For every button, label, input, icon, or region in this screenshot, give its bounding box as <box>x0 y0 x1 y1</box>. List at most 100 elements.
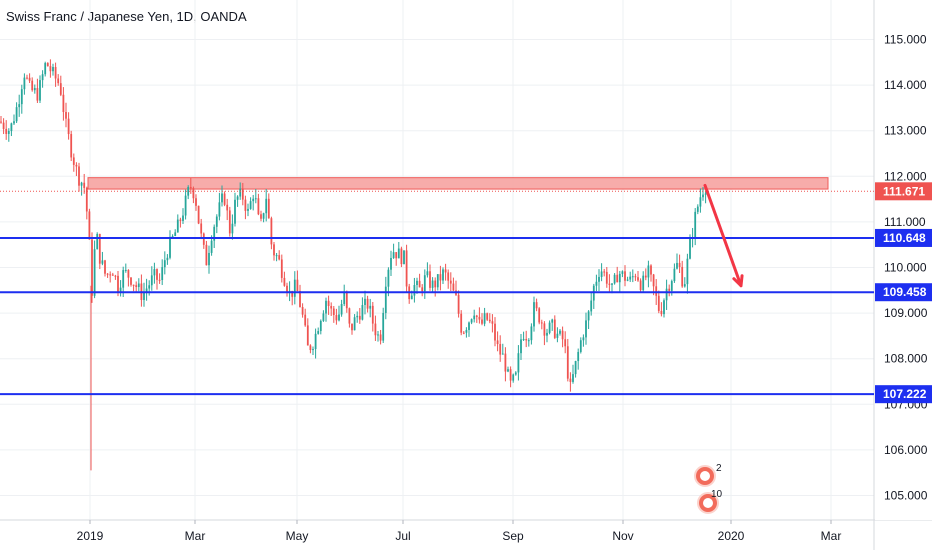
candle-body <box>397 248 400 259</box>
candle-body <box>663 300 665 315</box>
candle-body <box>262 213 265 219</box>
candle-body <box>184 195 187 216</box>
y-tick-label: 112.000 <box>884 169 927 183</box>
candle-body <box>174 232 177 236</box>
candle-body <box>452 283 455 291</box>
candle-body <box>70 134 73 158</box>
candle-body <box>332 308 335 316</box>
candle-body <box>491 321 494 324</box>
idea-badge-icon[interactable] <box>697 492 719 514</box>
candle-body <box>143 291 145 301</box>
candle-body <box>356 315 359 318</box>
candle-body <box>702 194 704 198</box>
candle-body <box>327 300 330 306</box>
candle-body <box>122 270 125 288</box>
candle-body <box>436 274 439 288</box>
candle-body <box>566 346 569 379</box>
candle-body <box>296 279 299 292</box>
candle-body <box>582 337 585 341</box>
candle-body <box>200 223 203 234</box>
candle-body <box>15 107 18 122</box>
candle-body <box>348 308 351 324</box>
candle-body <box>421 287 424 292</box>
candle-body <box>20 89 23 105</box>
candle-body <box>270 218 273 245</box>
candle-body <box>621 271 624 274</box>
candle-body <box>205 244 208 266</box>
candle-body <box>514 372 517 375</box>
candle-body <box>457 294 460 314</box>
candle-body <box>124 269 127 271</box>
candle-body <box>192 188 195 199</box>
candle-body <box>189 186 192 189</box>
candle-body <box>678 262 681 267</box>
candle-body <box>673 268 676 282</box>
candle-body <box>104 260 106 274</box>
candle-body <box>613 274 616 284</box>
candle-body <box>169 236 171 258</box>
candle-body <box>475 315 478 317</box>
candle-body <box>312 349 314 351</box>
candle-body <box>507 369 509 372</box>
candle-body <box>301 307 304 315</box>
candle-body <box>280 259 283 278</box>
candle-body <box>670 281 673 291</box>
candle-body <box>106 273 109 275</box>
candle-body <box>548 322 551 333</box>
candle-body <box>299 291 301 308</box>
candle-body <box>179 219 182 221</box>
plus-circle-icon[interactable] <box>694 465 716 487</box>
candle-body <box>57 78 60 84</box>
current-price-tag-bg <box>875 182 932 201</box>
candle-body <box>137 283 140 288</box>
candle-body <box>483 313 486 324</box>
candle-body <box>608 283 611 285</box>
candle-body <box>117 275 119 292</box>
candle-body <box>559 330 561 334</box>
candle-body <box>403 250 405 265</box>
candle-body <box>52 67 54 72</box>
candle-body <box>481 319 483 324</box>
candle-body <box>5 128 8 134</box>
forecast-arrow-shaft <box>703 183 743 288</box>
candle-body <box>176 219 179 233</box>
candle-body <box>473 315 476 320</box>
level-price-tag: 109.458 <box>883 285 927 299</box>
candle-body <box>540 322 543 324</box>
candle-body <box>18 104 21 108</box>
candle-body <box>364 298 366 306</box>
candle-body <box>644 275 647 278</box>
candle-body <box>273 244 275 256</box>
candle-body <box>520 339 522 354</box>
candle-body <box>449 280 452 284</box>
price-axis <box>875 0 932 520</box>
y-tick-label: 110.000 <box>884 261 927 275</box>
level-price-tag: 107.222 <box>883 387 927 401</box>
candle-body <box>639 280 642 291</box>
y-tick-label: 109.000 <box>884 306 928 320</box>
x-tick-label: Jul <box>395 529 410 543</box>
candle-body <box>577 351 580 362</box>
candle-body <box>111 274 114 276</box>
candle-body <box>244 199 247 211</box>
candle-body <box>395 252 398 259</box>
candle-body <box>598 276 600 282</box>
candle-body <box>31 80 34 91</box>
candle-body <box>231 223 234 234</box>
candle-body <box>686 258 689 285</box>
forecast-arrow-head <box>732 274 744 288</box>
candle-body <box>379 334 382 341</box>
plus-circle-inner <box>700 471 710 481</box>
x-tick-label: Nov <box>612 529 633 543</box>
candle-body <box>13 121 15 124</box>
candle-body <box>499 344 502 355</box>
candle-body <box>657 295 660 311</box>
candle-body <box>634 276 637 278</box>
candle-body <box>382 312 385 341</box>
candle-body <box>442 269 444 281</box>
candle-body <box>384 286 387 313</box>
candle-body <box>501 353 504 355</box>
candle-body <box>148 285 151 289</box>
